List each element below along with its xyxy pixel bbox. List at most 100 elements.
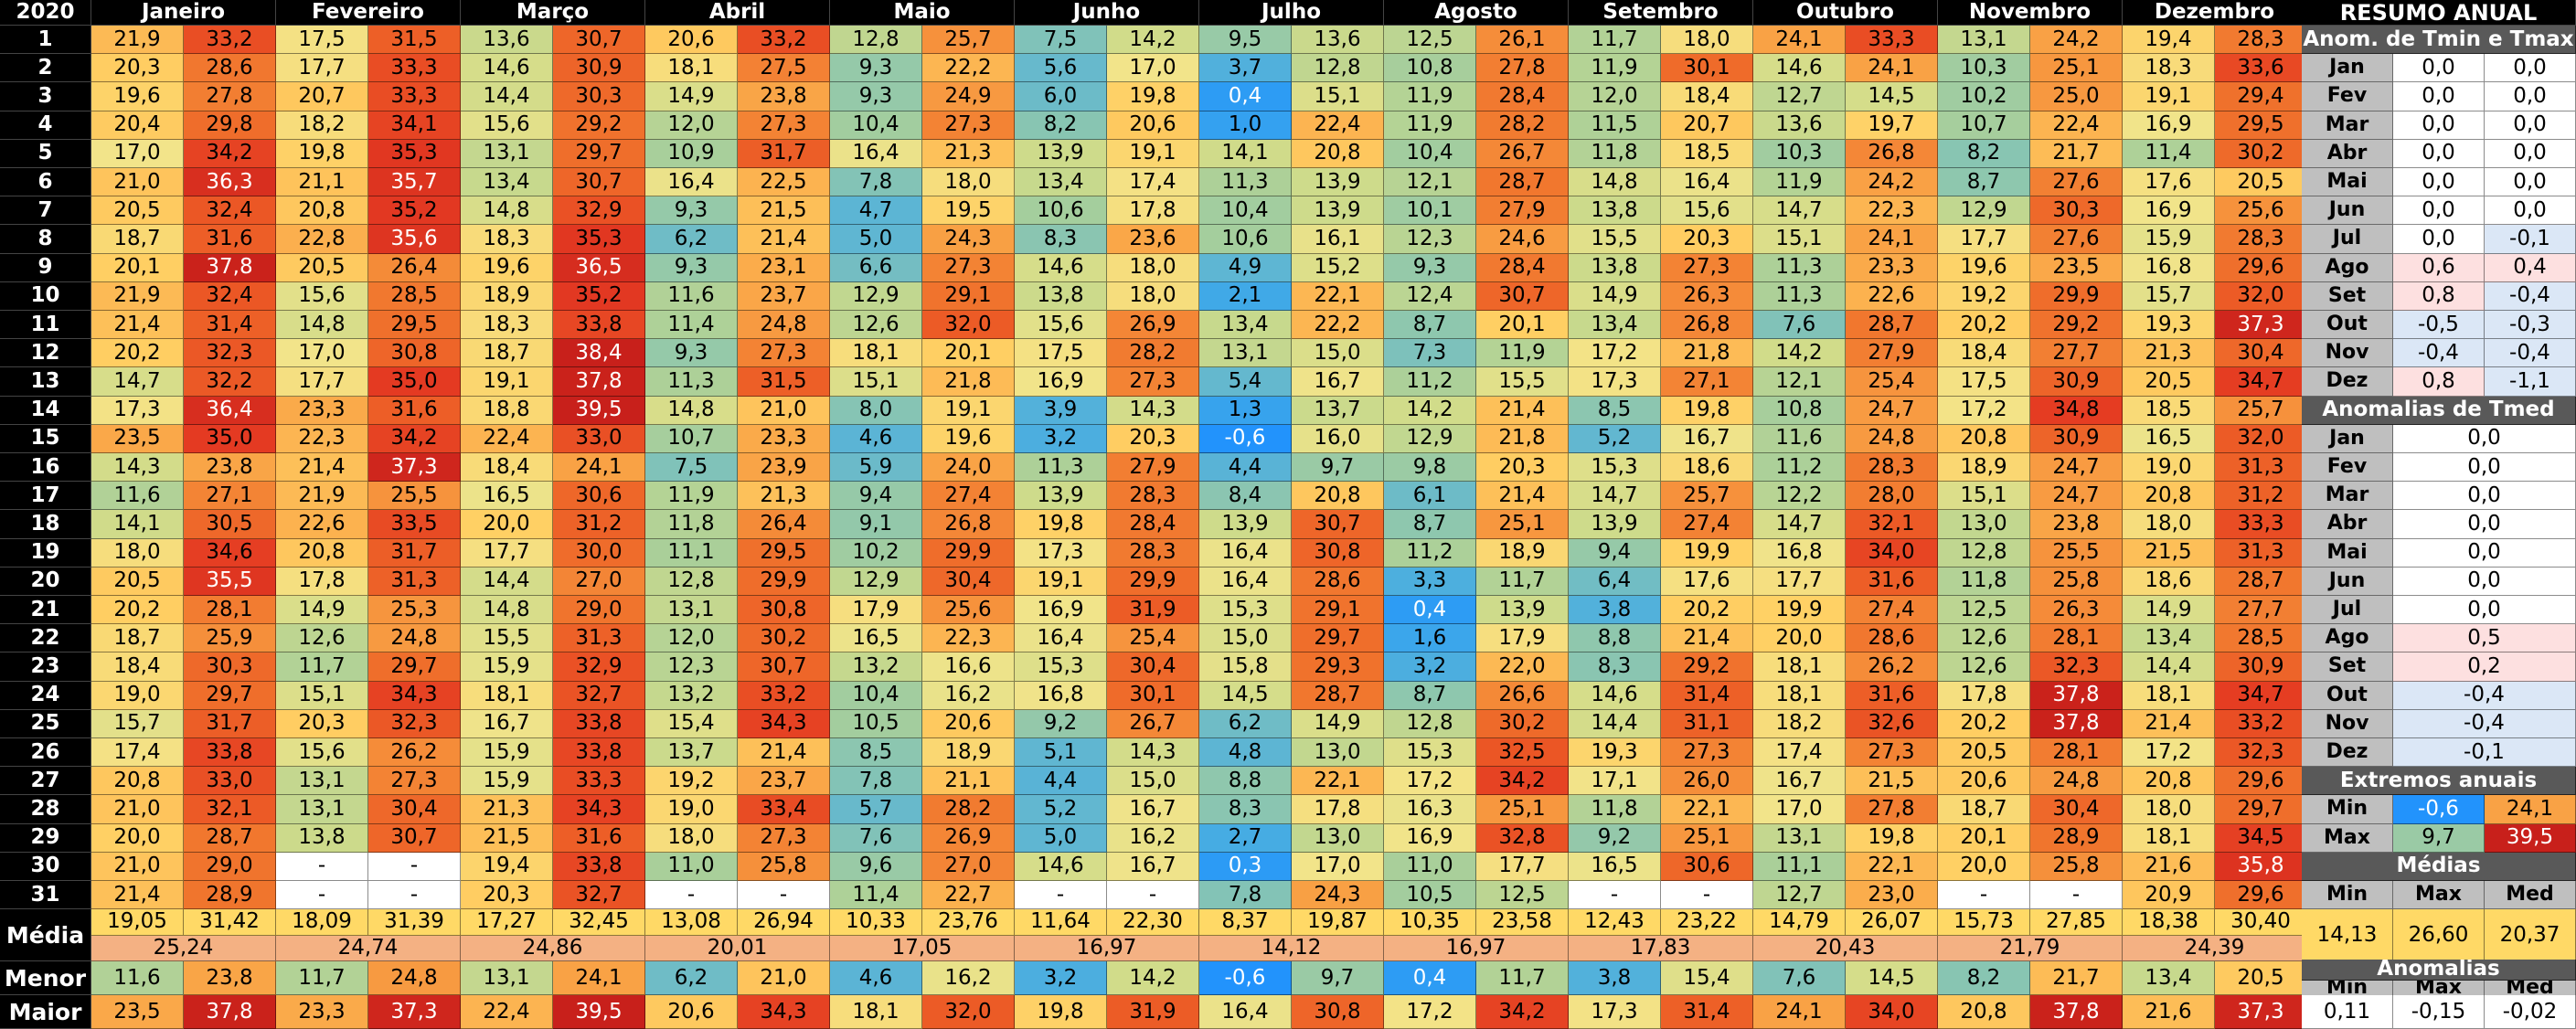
tmax-cell: 35,3 (368, 139, 461, 168)
tmax-cell: 29,6 (2215, 881, 2307, 910)
tmin-cell: 14,1 (91, 510, 184, 539)
tmin-cell: 11,4 (830, 881, 922, 910)
tmax-cell: 30,2 (1476, 709, 1569, 738)
tmax-cell: 31,6 (184, 225, 276, 254)
day-label: 28 (0, 795, 91, 824)
anom-tmed-cell: -0,4 (2393, 681, 2576, 710)
tmin-cell: 4,9 (1199, 253, 1292, 282)
mean-tmin-cell: 18,38 (2123, 909, 2215, 936)
tmin-cell: 19,0 (2123, 453, 2215, 483)
tmax-cell: 34,3 (368, 681, 461, 710)
tmax-cell: 34,3 (738, 709, 830, 738)
tmax-cell: 32,2 (184, 367, 276, 397)
day-label: 18 (0, 510, 91, 539)
tmin-cell: 8,7 (1384, 311, 1476, 340)
tmin-cell: 20,6 (1938, 767, 2030, 796)
max-value-cell: 34,2 (1476, 995, 1569, 1029)
tmax-cell: 29,6 (2215, 767, 2307, 796)
tmax-cell: 35,2 (553, 281, 645, 311)
empty-cell: - (276, 852, 368, 881)
tmin-cell: 13,8 (276, 823, 368, 853)
tmin-cell: 18,4 (1938, 339, 2030, 368)
tmax-cell: 28,6 (1846, 624, 1938, 653)
tmax-cell: 11,9 (1476, 339, 1569, 368)
tmax-cell: 14,9 (1292, 709, 1384, 738)
tmin-cell: 12,9 (830, 281, 922, 311)
tmin-cell: 14,4 (2123, 652, 2215, 682)
tmin-cell: 15,1 (830, 367, 922, 397)
day-label: 25 (0, 709, 91, 738)
tmin-cell: 10,4 (830, 681, 922, 710)
empty-cell: - (368, 881, 461, 910)
tmax-cell: 27,4 (1661, 510, 1753, 539)
tmax-cell: 23,7 (738, 767, 830, 796)
tmax-cell: 27,7 (2215, 596, 2307, 625)
tmin-cell: 15,6 (1015, 311, 1107, 340)
tmax-cell: 35,7 (368, 168, 461, 197)
tmax-cell: 28,5 (2215, 624, 2307, 653)
tmin-cell: 5,2 (1015, 795, 1107, 824)
min-value-cell: 11,7 (276, 961, 368, 996)
tmax-cell: 19,6 (922, 424, 1015, 453)
tmin-cell: 11,1 (1753, 852, 1846, 881)
mean-tmin-cell: 19,05 (91, 909, 184, 936)
min-value-cell: 11,6 (91, 961, 184, 996)
medias-min-label: Min (2302, 881, 2393, 910)
tmin-cell: 17,9 (830, 596, 922, 625)
tmin-cell: 14,6 (1015, 852, 1107, 881)
tmin-cell: 14,9 (1569, 281, 1661, 311)
tmax-cell: 16,2 (922, 681, 1015, 710)
tmax-cell: 29,9 (738, 567, 830, 596)
tmin-cell: 12,0 (645, 111, 738, 140)
tmin-cell: 16,4 (1015, 624, 1107, 653)
anom-tmax-cell: 0,0 (2485, 54, 2576, 83)
tmin-cell: 9,6 (830, 852, 922, 881)
tmax-cell: 30,4 (1107, 652, 1199, 682)
tmax-cell: 34,0 (1846, 538, 1938, 568)
tmin-cell: 15,3 (1384, 738, 1476, 768)
tmin-cell: 16,4 (1199, 567, 1292, 596)
tmin-cell: 5,0 (830, 225, 922, 254)
tmax-cell: 31,7 (368, 538, 461, 568)
tmax-cell: 29,5 (738, 538, 830, 568)
tmax-cell: 27,5 (738, 54, 830, 83)
tmin-cell: 20,3 (91, 54, 184, 83)
tmin-cell: 21,3 (2123, 339, 2215, 368)
tmin-cell: 14,7 (1753, 196, 1846, 226)
tmin-cell: 4,7 (830, 196, 922, 226)
tmin-cell: 12,6 (830, 311, 922, 340)
tmin-cell: 1,6 (1384, 624, 1476, 653)
tmax-cell: 35,2 (368, 196, 461, 226)
anom-min-value: 0,11 (2302, 995, 2393, 1029)
tmax-cell: 29,1 (1292, 596, 1384, 625)
tmax-cell: 30,4 (2030, 795, 2123, 824)
tmin-cell: 12,6 (1938, 652, 2030, 682)
tmin-cell: 21,9 (91, 26, 184, 55)
tmax-cell: 27,3 (1661, 738, 1753, 768)
month-header-4: Abril (645, 0, 830, 26)
tmin-cell: 15,1 (1753, 225, 1846, 254)
tmax-cell: 24,8 (368, 624, 461, 653)
tmax-cell: 9,7 (1292, 453, 1384, 483)
mean-tmin-cell: 10,33 (830, 909, 922, 936)
tmax-cell: 16,7 (1661, 424, 1753, 453)
max-value-cell: 37,8 (2030, 995, 2123, 1029)
tmin-cell: 13,8 (1569, 253, 1661, 282)
tmax-cell: 31,4 (1661, 681, 1753, 710)
tmin-cell: 19,6 (461, 253, 553, 282)
anom-tmed-cell: -0,4 (2393, 709, 2576, 738)
day-label: 31 (0, 881, 91, 910)
tmin-cell: 3,7 (1199, 54, 1292, 83)
tmin-cell: 20,1 (1938, 823, 2030, 853)
tmax-cell: 30,3 (184, 652, 276, 682)
tmax-cell: 31,3 (2215, 538, 2307, 568)
tmax-cell: 30,7 (368, 823, 461, 853)
tmin-cell: 17,2 (1569, 339, 1661, 368)
tmax-cell: 21,5 (1846, 767, 1938, 796)
tmin-cell: 12,8 (1384, 709, 1476, 738)
max-value-cell: 37,3 (2215, 995, 2307, 1029)
tmax-cell: 26,6 (1476, 681, 1569, 710)
tmax-cell: 12,5 (1476, 881, 1569, 910)
tmin-cell: 14,6 (461, 54, 553, 83)
mean-tmax-cell: 23,22 (1661, 909, 1753, 936)
